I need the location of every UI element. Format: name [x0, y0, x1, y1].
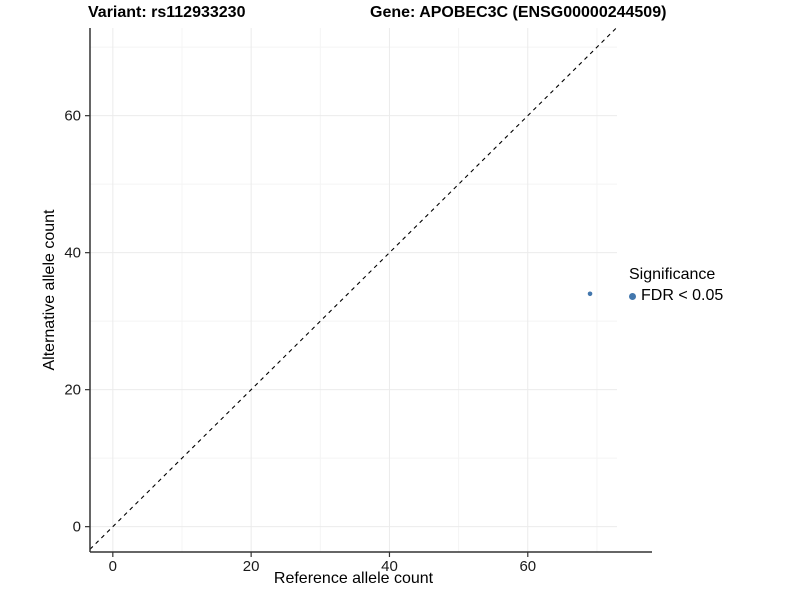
x-tick-label: 0	[109, 558, 117, 575]
x-tick-label: 20	[243, 558, 260, 575]
legend-point-icon	[629, 292, 636, 300]
y-tick-label: 40	[64, 245, 81, 262]
plot-title-gene: Gene: APOBEC3C (ENSG00000244509)	[370, 4, 667, 21]
x-tick-label: 60	[519, 558, 536, 575]
x-tick-label: 40	[381, 558, 398, 575]
legend: Significance FDR < 0.05	[629, 266, 723, 305]
y-tick-label: 0	[73, 519, 81, 536]
y-tick-label: 60	[64, 108, 81, 125]
x-axis-title: Reference allele count	[273, 570, 434, 587]
data-point	[587, 291, 593, 297]
legend-item-fdr: FDR < 0.05	[629, 287, 723, 305]
identity-dashed-line	[89, 27, 617, 550]
y-tick-label: 20	[64, 382, 81, 399]
plot-title-variant: Variant: rs112933230	[88, 4, 246, 21]
legend-title: Significance	[629, 266, 716, 283]
legend-item-label: FDR < 0.05	[641, 287, 724, 304]
y-axis-title-text: Alternative allele count	[41, 209, 58, 371]
